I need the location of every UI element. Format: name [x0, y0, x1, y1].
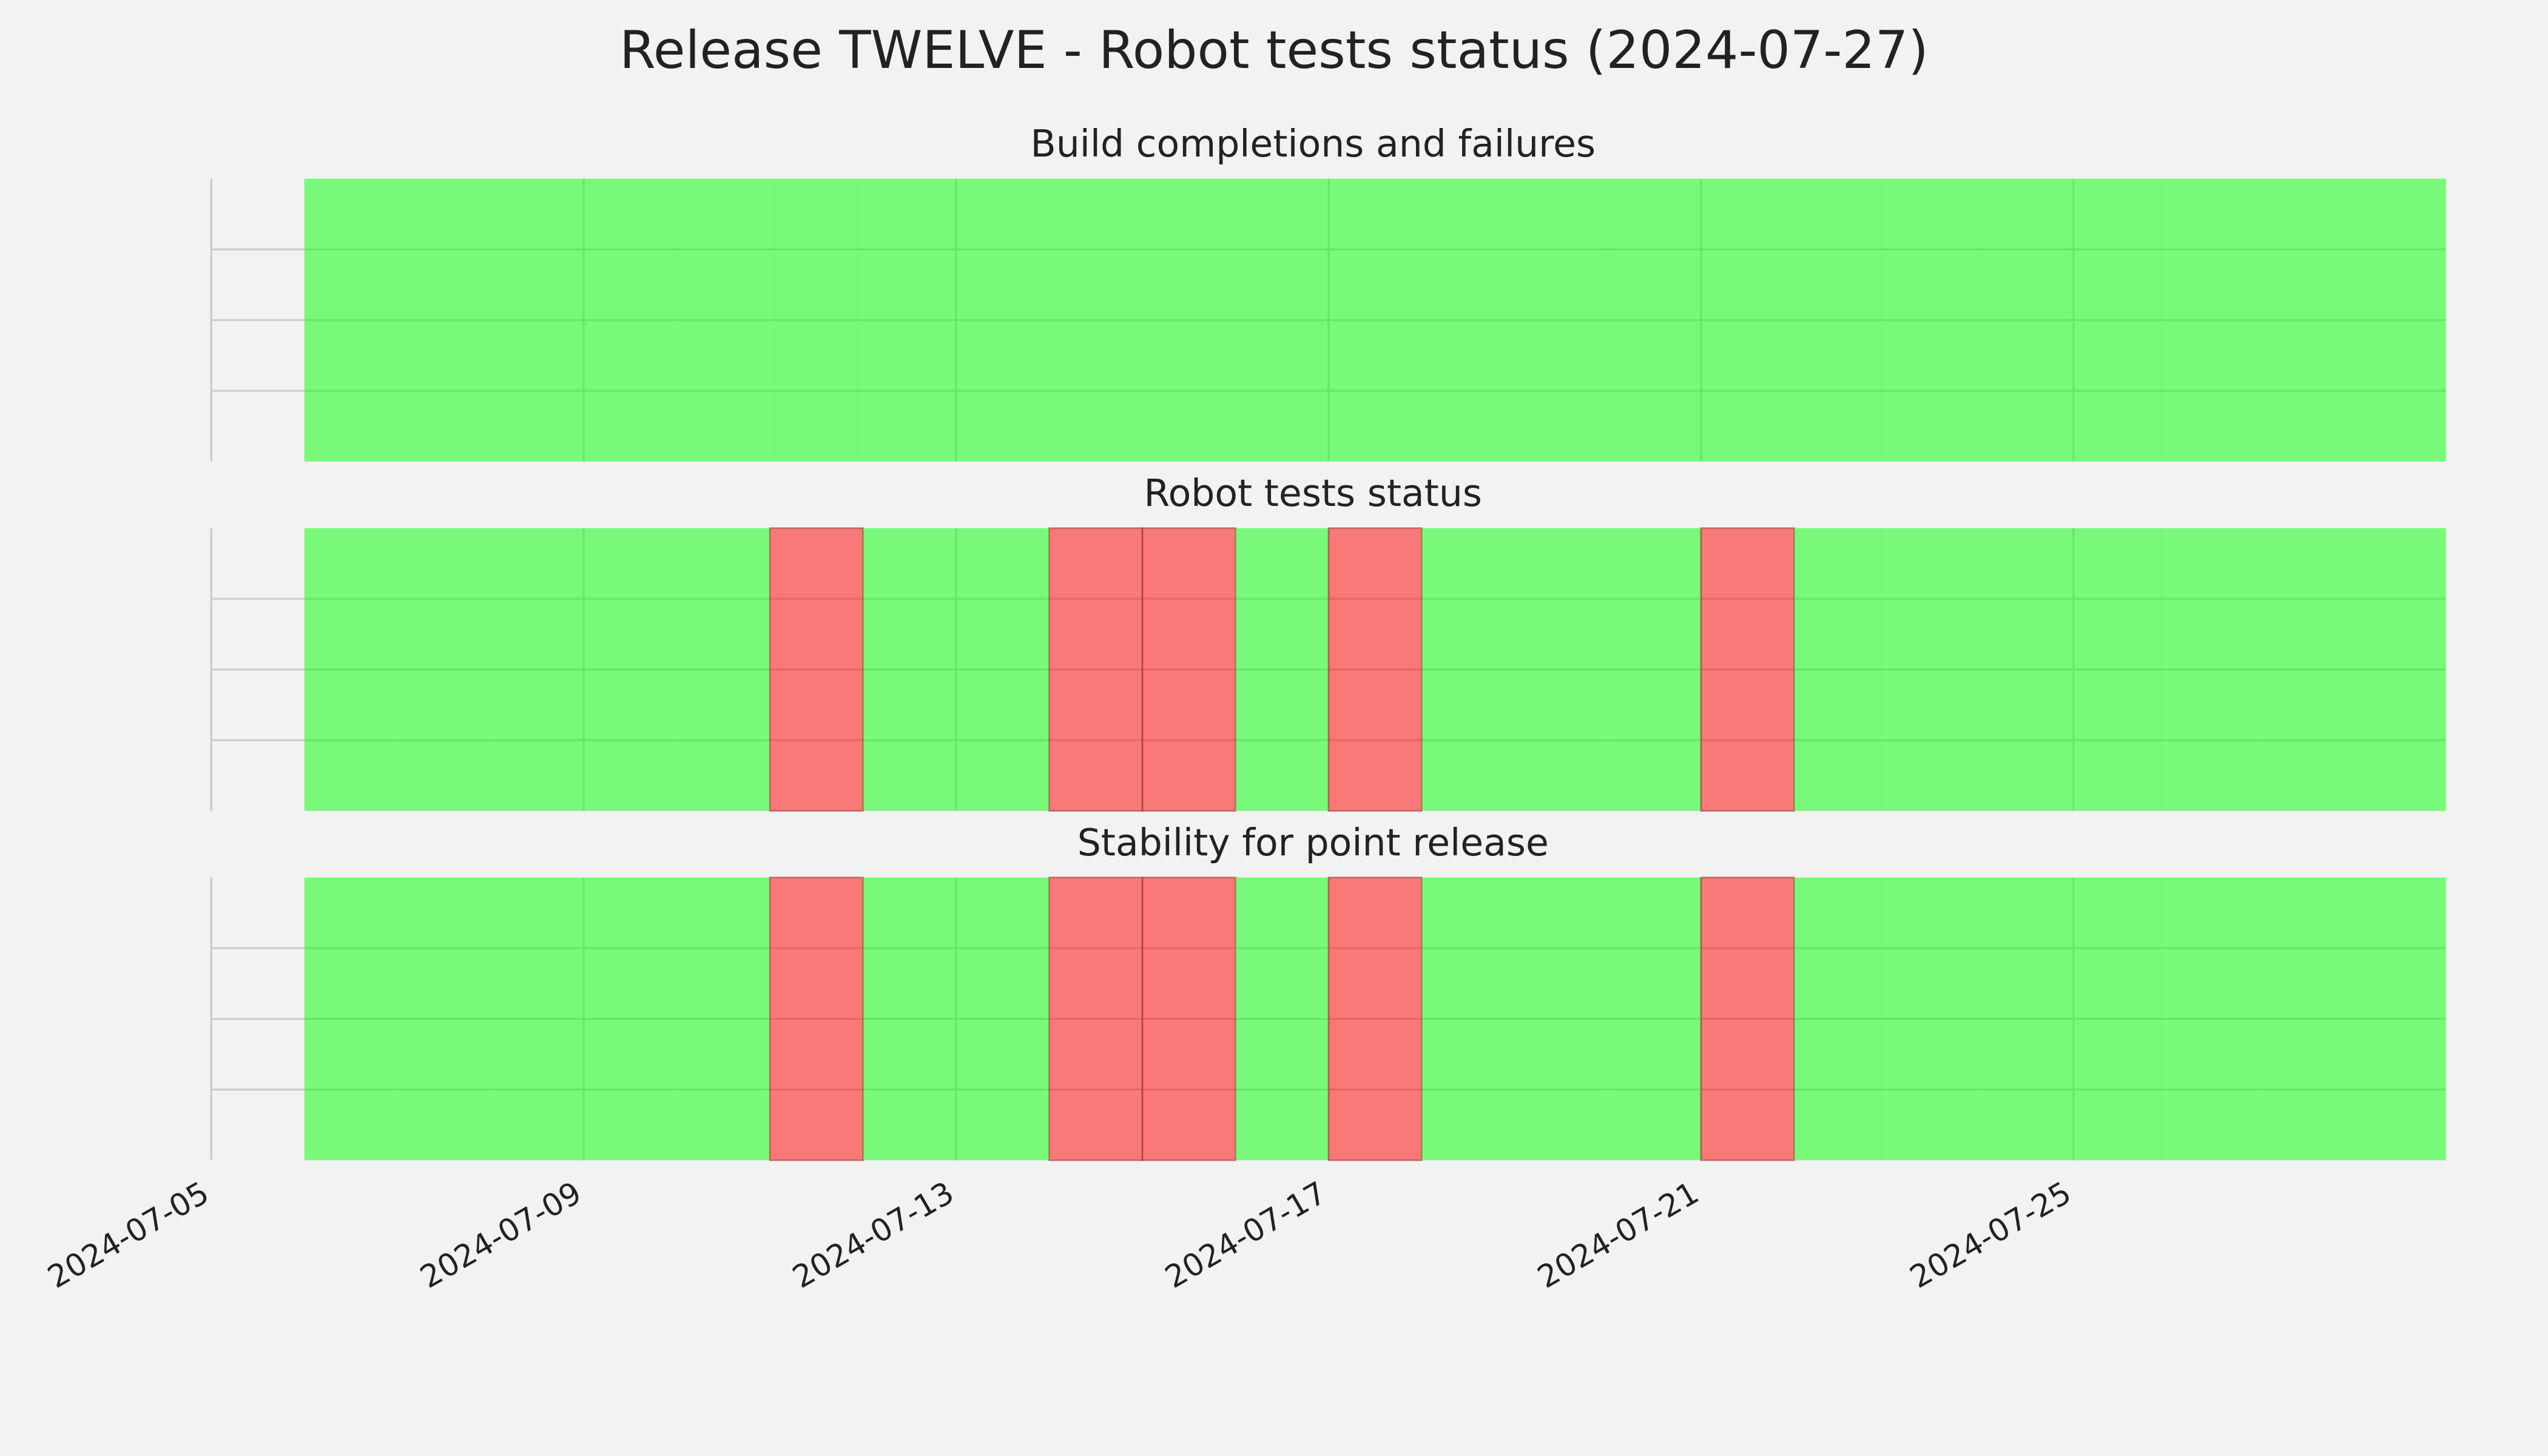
pass-span: [1235, 877, 1329, 1161]
fail-span: [769, 877, 864, 1161]
pass-span: [1142, 178, 1236, 462]
pass-span: [490, 178, 584, 462]
pass-span: [397, 877, 491, 1161]
pass-span: [584, 877, 677, 1161]
pass-span: [863, 178, 957, 462]
fail-span: [1141, 877, 1236, 1161]
pass-span: [863, 528, 957, 811]
pass-span: [1980, 528, 2074, 811]
pass-span: [584, 178, 677, 462]
pass-span: [1421, 877, 1515, 1161]
pass-span: [1608, 877, 1701, 1161]
pass-span: [1329, 178, 1422, 462]
fail-span: [1141, 527, 1236, 812]
pass-span: [2166, 528, 2260, 811]
pass-span: [2259, 528, 2446, 811]
pass-span: [676, 877, 770, 1161]
pass-span: [1235, 178, 1329, 462]
fail-span: [769, 527, 864, 812]
fail-span: [1700, 527, 1795, 812]
pass-span: [1794, 178, 1887, 462]
panel-title: Robot tests status: [1144, 471, 1482, 515]
chart-title: Release TWELVE - Robot tests status (202…: [619, 20, 1929, 81]
pass-span: [956, 528, 1050, 811]
fail-span: [1327, 527, 1423, 812]
pass-span: [1421, 528, 1515, 811]
pass-span: [1235, 528, 1329, 811]
pass-span: [2073, 877, 2167, 1161]
fail-span: [1700, 877, 1795, 1161]
pass-span: [490, 877, 584, 1161]
pass-span: [1980, 877, 2074, 1161]
pass-span: [1514, 877, 1608, 1161]
pass-span: [676, 178, 770, 462]
pass-span: [1887, 178, 1981, 462]
pass-span: [490, 528, 584, 811]
pass-span: [1980, 178, 2074, 462]
pass-span: [2073, 178, 2167, 462]
pass-span: [2259, 877, 2446, 1161]
pass-span: [676, 528, 770, 811]
pass-span: [397, 178, 491, 462]
pass-span: [956, 877, 1050, 1161]
pass-span: [1049, 178, 1143, 462]
fail-span: [1048, 527, 1144, 812]
pass-span: [1794, 877, 1887, 1161]
pass-span: [2166, 877, 2260, 1161]
panel-title: Build completions and failures: [1030, 122, 1596, 166]
fail-span: [1048, 877, 1144, 1161]
pass-span: [2166, 178, 2260, 462]
pass-span: [1700, 178, 1795, 462]
pass-span: [1887, 528, 1981, 811]
pass-span: [304, 877, 398, 1161]
pass-span: [584, 528, 677, 811]
pass-span: [397, 528, 491, 811]
pass-span: [1514, 178, 1608, 462]
pass-span: [1887, 877, 1981, 1161]
pass-span: [956, 178, 1050, 462]
pass-span: [1794, 528, 1887, 811]
pass-span: [304, 528, 398, 811]
pass-span: [2259, 178, 2446, 462]
panel-title: Stability for point release: [1077, 821, 1549, 864]
pass-span: [2073, 528, 2167, 811]
pass-span: [863, 877, 957, 1161]
pass-span: [770, 178, 863, 462]
pass-span: [1608, 528, 1701, 811]
pass-span: [304, 178, 398, 462]
pass-span: [1514, 528, 1608, 811]
pass-span: [1421, 178, 1515, 462]
fail-span: [1327, 877, 1423, 1161]
pass-span: [1608, 178, 1701, 462]
